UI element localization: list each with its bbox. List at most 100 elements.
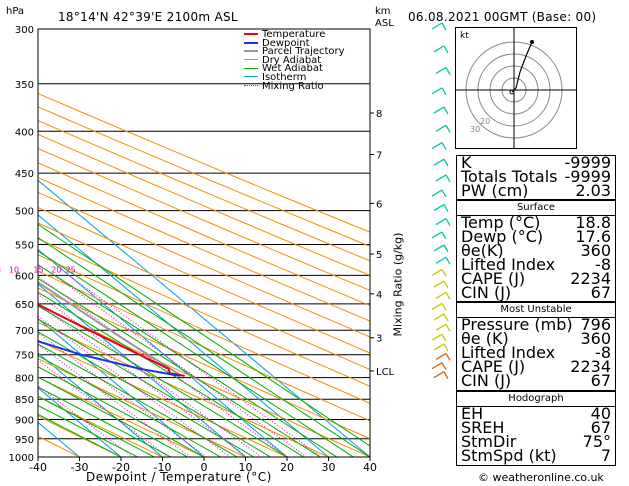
most-unstable-row: CIN (J) 67	[457, 371, 615, 390]
wind-barb	[431, 142, 443, 150]
header-asl: ASL	[375, 18, 394, 29]
hodograph-table-row: SREH 67	[457, 420, 615, 436]
wind-barb-flag	[445, 218, 451, 226]
wet-adiabat	[38, 277, 321, 457]
wind-barb	[435, 217, 447, 226]
wind-barb	[433, 106, 445, 114]
km-tick-label: 6	[376, 199, 382, 210]
hodograph-table-key: StmDir	[461, 432, 517, 451]
legend-item-temperature: Temperature	[244, 30, 345, 40]
mixing-ratio-label: 10	[9, 265, 19, 274]
mixing-ratio-line	[54, 274, 307, 457]
wind-barb-flag	[443, 158, 449, 167]
dry-adiabat	[38, 321, 329, 457]
dry-adiabat	[38, 304, 370, 457]
wind-barb-flag	[443, 371, 449, 379]
mixing-ratio-label: 25	[66, 265, 76, 274]
header-hpa: hPa	[6, 6, 25, 17]
plot-frame	[37, 28, 371, 458]
most-unstable-row: θe (K) 360	[457, 329, 615, 348]
hodograph-table-value: 75°	[582, 432, 611, 451]
most-unstable-row: Pressure (mb) 796	[457, 317, 615, 333]
wind-barb-flag	[441, 142, 447, 150]
dry-adiabat	[38, 191, 370, 338]
wind-barb	[433, 45, 445, 53]
temperature-profile	[38, 303, 185, 377]
x-tick-label: 0	[201, 461, 208, 474]
surface-rows: Temp (°C) 18.8 Dewp (°C) 17.6 θe(K) 360 Lif…	[457, 213, 615, 301]
wind-barb	[431, 333, 443, 341]
dry-adiabat	[38, 395, 163, 457]
wind-barb-flag	[443, 204, 449, 212]
hodograph-trace	[511, 41, 533, 93]
wind-barb-flag	[445, 67, 451, 75]
dry-adiabat	[38, 133, 370, 276]
surface-value: 17.6	[575, 227, 611, 246]
dry-adiabat	[38, 106, 370, 247]
wind-barb	[431, 231, 443, 239]
mixing-ratio-axis-title: Mixing Ratio (g/kg)	[391, 232, 405, 337]
most-unstable-value: 67	[590, 371, 611, 390]
hodograph-ring-label: 30	[470, 125, 480, 134]
legend-item-dewpoint: Dewpoint	[244, 38, 345, 49]
hodograph-panel: kt 20 30	[455, 27, 577, 149]
wind-barb	[435, 124, 447, 132]
dry-adiabat	[38, 238, 370, 387]
pressure-tick-label: 650	[15, 300, 34, 311]
x-tick-label: 30	[322, 461, 336, 474]
surface-value: 18.8	[575, 213, 611, 232]
wet-adiabat	[38, 355, 221, 457]
wind-barb-flag	[443, 280, 449, 289]
wind-barb-flag	[443, 343, 449, 352]
wet-adiabat	[38, 404, 138, 457]
legend-item-mixing-ratio: Mixing Ratio	[244, 81, 345, 92]
km-tick-label: 4	[376, 290, 382, 301]
most-unstable-key: Lifted Index	[461, 343, 556, 362]
most-unstable-key: θe (K)	[461, 329, 509, 348]
hodograph-table-value: 40	[590, 404, 611, 423]
legend-label: Wet Adiabat	[262, 63, 323, 75]
hodograph-table-row: EH 40	[457, 404, 615, 423]
wind-barb	[435, 66, 447, 75]
mixing-ratio-line	[38, 293, 262, 457]
wet-adiabat	[38, 223, 370, 447]
footer-copyright: © weatheronline.co.uk	[478, 471, 604, 484]
mixing-ratio-label: 20	[51, 265, 61, 274]
x-tick-label: 10	[239, 461, 253, 474]
wet-adiabat	[38, 264, 338, 457]
hodograph-svg: kt 20 30	[456, 28, 576, 148]
hodograph-table-box: Hodograph EH 40 SREH 67 StmDir 75° StmSpd (…	[456, 391, 616, 466]
km-tick-label: 8	[376, 109, 382, 120]
surface-title: Surface	[516, 202, 556, 213]
wind-barb-flag	[445, 292, 451, 300]
wind-barb-flag	[445, 323, 451, 332]
isotherm	[38, 179, 370, 457]
indices-box: K -9999 Totals Totals -9999 PW (cm) 2.03	[456, 155, 616, 200]
wet-adiabat	[38, 318, 271, 457]
wind-barb-flag	[445, 124, 451, 133]
hodograph-ring-label: 20	[480, 117, 490, 126]
surface-row: Dewp (°C) 17.6	[457, 227, 615, 246]
wind-barb	[433, 280, 445, 288]
pressure-tick-label: 900	[15, 416, 34, 427]
wet-adiabat	[38, 305, 288, 457]
wind-barb-flag	[443, 106, 449, 115]
most-unstable-title: Most Unstable	[500, 304, 572, 315]
isotherm	[38, 352, 163, 457]
wet-adiabat	[38, 343, 238, 457]
hodograph-table-row: StmDir 75°	[457, 432, 615, 451]
wind-barb	[435, 323, 447, 331]
wind-barb	[433, 313, 445, 321]
hodograph-storm-motion	[509, 89, 515, 95]
dry-adiabat	[38, 254, 370, 404]
wind-barb-flag	[441, 22, 447, 31]
wind-barb	[435, 291, 447, 299]
dry-adiabat	[38, 92, 370, 233]
most-unstable-key: CIN (J)	[461, 371, 512, 390]
pressure-tick-label: 400	[15, 127, 34, 138]
mixing-ratio-line	[38, 275, 288, 457]
wind-barb	[431, 362, 443, 370]
hodograph-table-title: Hodograph	[508, 393, 564, 404]
legend-label: Isotherm	[262, 71, 307, 83]
